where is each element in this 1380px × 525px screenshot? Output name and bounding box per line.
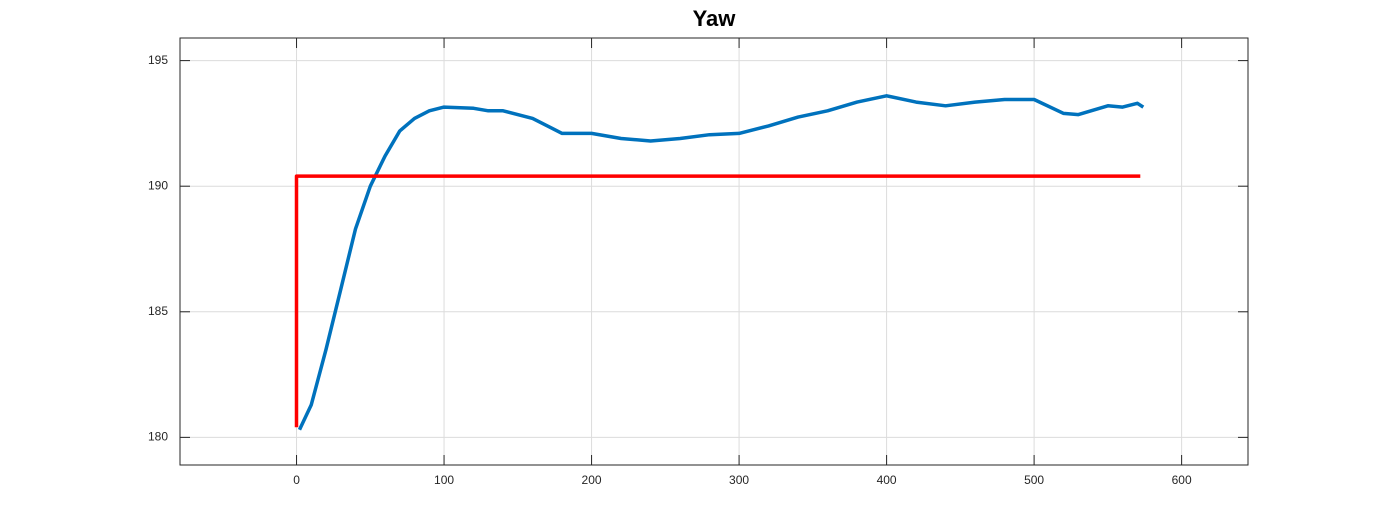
y-tick-label: 190 xyxy=(148,178,168,192)
y-tick-label: 185 xyxy=(148,304,168,318)
x-tick-label: 400 xyxy=(877,473,897,487)
data-line xyxy=(297,94,1145,431)
y-tick-label: 195 xyxy=(148,53,168,67)
y-tick-label: 180 xyxy=(148,430,168,444)
plot-box xyxy=(179,37,1249,466)
x-tick-label: 0 xyxy=(293,473,300,487)
x-tick-label: 500 xyxy=(1024,473,1044,487)
chart-title: Yaw xyxy=(693,6,737,31)
x-tick-label: 300 xyxy=(729,473,749,487)
x-tick-label: 200 xyxy=(582,473,602,487)
x-tick-label: 100 xyxy=(434,473,454,487)
x-tick-label: 600 xyxy=(1172,473,1192,487)
data-line xyxy=(294,174,1141,428)
